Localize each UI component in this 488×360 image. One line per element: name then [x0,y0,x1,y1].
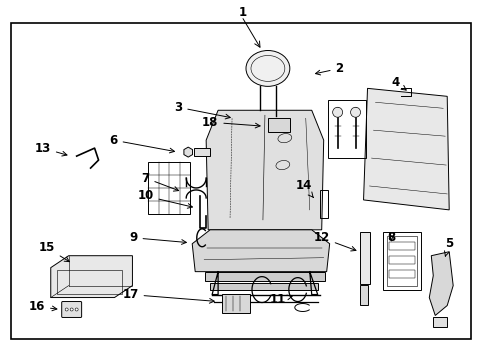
Bar [383,232,421,289]
Text: 9: 9 [129,231,186,244]
Text: 1: 1 [239,6,246,19]
Polygon shape [428,252,452,315]
Text: 16: 16 [29,300,57,313]
Text: 7: 7 [141,171,178,191]
Polygon shape [363,88,448,210]
Text: 10: 10 [137,189,192,208]
Text: 4: 4 [390,76,406,90]
Circle shape [65,308,68,311]
Text: 17: 17 [122,288,214,303]
Polygon shape [192,230,329,272]
Bar [388,270,414,278]
Polygon shape [51,256,132,298]
Bar [327,100,365,158]
Text: 12: 12 [313,231,355,251]
Bar [205,272,324,280]
Text: 11: 11 [269,293,291,306]
Bar [386,236,416,285]
Circle shape [70,308,73,311]
Circle shape [75,308,78,311]
Bar [432,318,447,328]
Text: 2: 2 [315,62,343,75]
Bar [11,23,470,339]
Circle shape [350,107,360,117]
Bar [210,283,317,289]
Bar [57,270,122,293]
Bar [359,285,367,305]
Text: 8: 8 [386,231,395,244]
Bar [359,232,369,284]
Text: 13: 13 [35,141,67,156]
Bar [388,242,414,250]
Bar [148,162,190,214]
Bar [222,293,249,314]
Bar [388,256,414,264]
Text: 6: 6 [109,134,174,153]
Text: 18: 18 [202,116,260,129]
Text: 15: 15 [39,241,69,262]
FancyBboxPatch shape [61,302,81,318]
Ellipse shape [245,50,289,86]
Text: 3: 3 [174,101,230,119]
Text: 14: 14 [295,180,313,198]
Text: 5: 5 [444,237,452,256]
Circle shape [332,107,342,117]
Polygon shape [206,110,323,230]
Bar [267,118,289,132]
Bar [194,148,210,156]
